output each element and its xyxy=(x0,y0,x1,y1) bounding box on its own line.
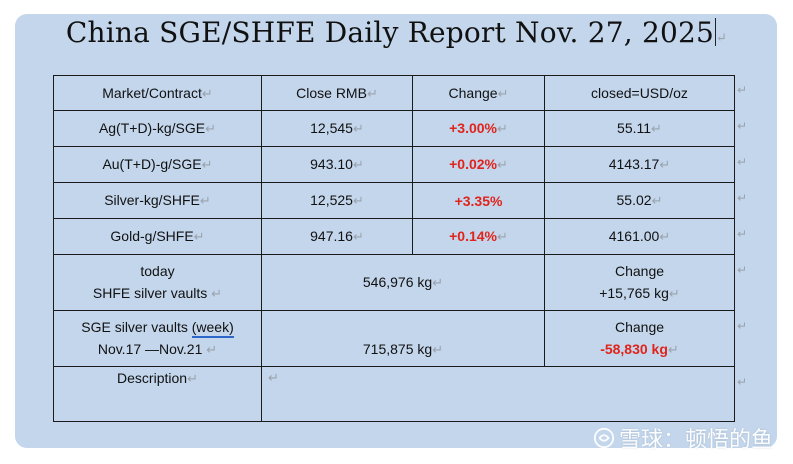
paragraph-mark-icon: ↵ xyxy=(205,121,217,136)
paragraph-mark-icon: ↵ xyxy=(211,286,223,301)
usd-cell: 55.02↵ xyxy=(544,182,735,219)
usd-cell: 55.11↵ xyxy=(544,110,735,147)
paragraph-mark-icon: ↵ xyxy=(496,121,508,136)
report-title: China SGE/SHFE Daily Report Nov. 27, 202… xyxy=(0,16,793,49)
paragraph-mark-icon: ↵ xyxy=(352,157,364,172)
header-cell-close: Close RMB↵ xyxy=(261,75,413,111)
usd-cell: 4161.00↵ xyxy=(544,218,735,255)
close-cell: 947.16↵ xyxy=(261,218,413,255)
change-cell: +3.00%↵ xyxy=(412,110,545,147)
shfe-vault-change: Change +15,765 kg↵ xyxy=(544,254,735,311)
paragraph-mark-icon: ↵ xyxy=(206,342,218,357)
shfe-vault-label: today SHFE silver vaults ↵ xyxy=(53,254,262,311)
change-cell: +3.35% xyxy=(412,182,545,219)
paragraph-mark-icon: ↵ xyxy=(201,157,213,172)
sge-vault-value: 715,875 kg↵ xyxy=(261,310,545,367)
paragraph-mark-icon: ↵ xyxy=(497,85,509,101)
contract-cell: Ag(T+D)-kg/SGE↵ xyxy=(53,110,262,147)
paragraph-mark-icon: ↵ xyxy=(668,286,680,301)
paragraph-mark-icon: ↵ xyxy=(268,370,279,385)
paragraph-mark-icon: ↵ xyxy=(201,85,213,101)
table-header-row: Market/Contract↵ Close RMB↵ Change↵ clos… xyxy=(53,75,735,111)
table-row: Ag(T+D)-kg/SGE↵ 12,545↵ +3.00%↵ 55.11↵ xyxy=(53,110,735,147)
close-cell: 12,525↵ xyxy=(261,182,413,219)
sge-vault-row: SGE silver vaults (week) Nov.17 —Nov.21 … xyxy=(53,310,735,367)
paragraph-mark-icon: ↵ xyxy=(737,191,748,205)
paragraph-mark-icon: ↵ xyxy=(366,85,378,101)
header-cell-contract: Market/Contract↵ xyxy=(53,75,262,111)
shfe-vault-value: 546,976 kg↵ xyxy=(261,254,545,311)
paragraph-mark-icon: ↵ xyxy=(187,371,198,386)
table-row: Gold-g/SHFE↵ 947.16↵ +0.14%↵ 4161.00↵ xyxy=(53,218,735,255)
paragraph-mark-icon: ↵ xyxy=(737,319,748,333)
paragraph-mark-icon: ↵ xyxy=(352,121,364,136)
paragraph-mark-icon: ↵ xyxy=(716,31,728,46)
contract-cell: Au(T+D)-g/SGE↵ xyxy=(53,146,262,183)
paragraph-mark-icon: ↵ xyxy=(199,193,211,208)
report-table: Market/Contract↵ Close RMB↵ Change↵ clos… xyxy=(53,75,735,422)
paragraph-mark-icon: ↵ xyxy=(737,263,748,277)
snowball-logo-icon xyxy=(593,427,615,449)
close-cell: 12,545↵ xyxy=(261,110,413,147)
sge-vault-change: Change -58,830 kg↵ xyxy=(544,310,735,367)
paragraph-mark-icon: ↵ xyxy=(737,83,748,97)
close-cell: 943.10↵ xyxy=(261,146,413,183)
change-cell: +0.02%↵ xyxy=(412,146,545,183)
paragraph-mark-icon: ↵ xyxy=(193,229,205,244)
paragraph-mark-icon: ↵ xyxy=(737,155,748,169)
report-title-text: China SGE/SHFE Daily Report Nov. 27, 202… xyxy=(65,16,715,49)
contract-cell: Silver-kg/SHFE↵ xyxy=(53,182,262,219)
paragraph-mark-icon: ↵ xyxy=(659,157,671,172)
table-row: Au(T+D)-g/SGE↵ 943.10↵ +0.02%↵ 4143.17↵ xyxy=(53,146,735,183)
description-text[interactable]: ↵ xyxy=(261,366,735,422)
paragraph-mark-icon: ↵ xyxy=(667,342,679,357)
description-row: Description↵ ↵ xyxy=(53,366,735,422)
paragraph-mark-icon: ↵ xyxy=(432,275,444,290)
week-link: (week) xyxy=(191,319,234,338)
watermark: 雪球：顿悟的鱼 xyxy=(593,422,773,454)
header-cell-usd: closed=USD/oz xyxy=(544,75,735,111)
sge-vault-label: SGE silver vaults (week) Nov.17 —Nov.21 … xyxy=(53,310,262,367)
paragraph-mark-icon: ↵ xyxy=(496,229,508,244)
contract-cell: Gold-g/SHFE↵ xyxy=(53,218,262,255)
description-label: Description↵ xyxy=(53,366,262,422)
usd-cell: 4143.17↵ xyxy=(544,146,735,183)
paragraph-mark-icon: ↵ xyxy=(737,375,748,389)
paragraph-mark-icon: ↵ xyxy=(352,193,364,208)
paragraph-mark-icon: ↵ xyxy=(737,119,748,133)
paragraph-mark-icon: ↵ xyxy=(651,193,663,208)
text-cursor xyxy=(715,18,717,46)
paragraph-mark-icon: ↵ xyxy=(651,121,662,136)
paragraph-mark-icon: ↵ xyxy=(432,342,444,357)
paragraph-mark-icon: ↵ xyxy=(659,229,671,244)
change-cell: +0.14%↵ xyxy=(412,218,545,255)
table-row: Silver-kg/SHFE↵ 12,525↵ +3.35% 55.02↵ xyxy=(53,182,735,219)
paragraph-mark-icon: ↵ xyxy=(352,229,364,244)
paragraph-mark-icon: ↵ xyxy=(737,227,748,241)
paragraph-mark-icon: ↵ xyxy=(496,157,508,172)
header-cell-change: Change↵ xyxy=(412,75,545,111)
shfe-vault-row: today SHFE silver vaults ↵ 546,976 kg↵ C… xyxy=(53,254,735,311)
